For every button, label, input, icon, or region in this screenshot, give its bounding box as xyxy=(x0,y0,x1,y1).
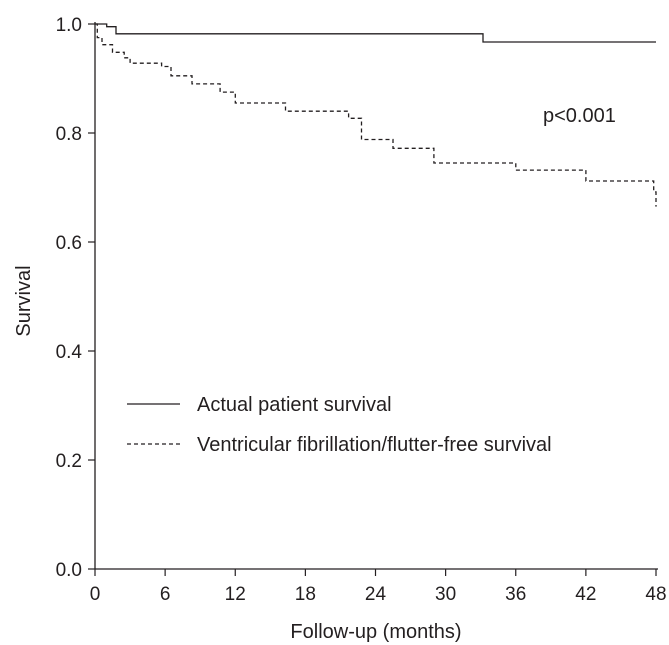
x-tick-label: 30 xyxy=(435,584,456,605)
y-tick-label: 0.2 xyxy=(56,451,82,472)
series-layer xyxy=(95,23,657,207)
y-tick-label: 0.8 xyxy=(56,124,82,145)
annotation-p-value: p<0.001 xyxy=(543,105,616,127)
x-tick-label: 48 xyxy=(645,584,666,605)
x-tick-label: 6 xyxy=(160,584,171,605)
legend-label: Actual patient survival xyxy=(197,394,392,416)
y-tick-label: 0.4 xyxy=(56,342,83,363)
x-tick-label: 42 xyxy=(575,584,596,605)
y-tick-label: 0.0 xyxy=(56,560,82,581)
y-tick-label: 0.6 xyxy=(56,233,82,254)
x-tick-label: 36 xyxy=(505,584,526,605)
series-vf-free-survival xyxy=(95,23,657,207)
x-tick-label: 18 xyxy=(295,584,316,605)
legend-label: Ventricular fibrillation/flutter-free su… xyxy=(197,434,552,456)
x-tick-label: 12 xyxy=(225,584,246,605)
x-tick-label: 24 xyxy=(365,584,387,605)
x-tick-label: 0 xyxy=(90,584,101,605)
series-actual-patient-survival xyxy=(95,23,656,43)
axes: 0 6 12 18 24 30 36 42 48 0.0 0.2 0.4 0.6 0.8 1.0 xyxy=(56,15,667,605)
y-tick-label: 1.0 xyxy=(56,15,82,36)
y-axis-title: Survival xyxy=(13,265,35,336)
x-axis-title: Follow-up (months) xyxy=(290,621,461,643)
legend: Actual patient survival Ventricular fibri… xyxy=(127,394,552,456)
